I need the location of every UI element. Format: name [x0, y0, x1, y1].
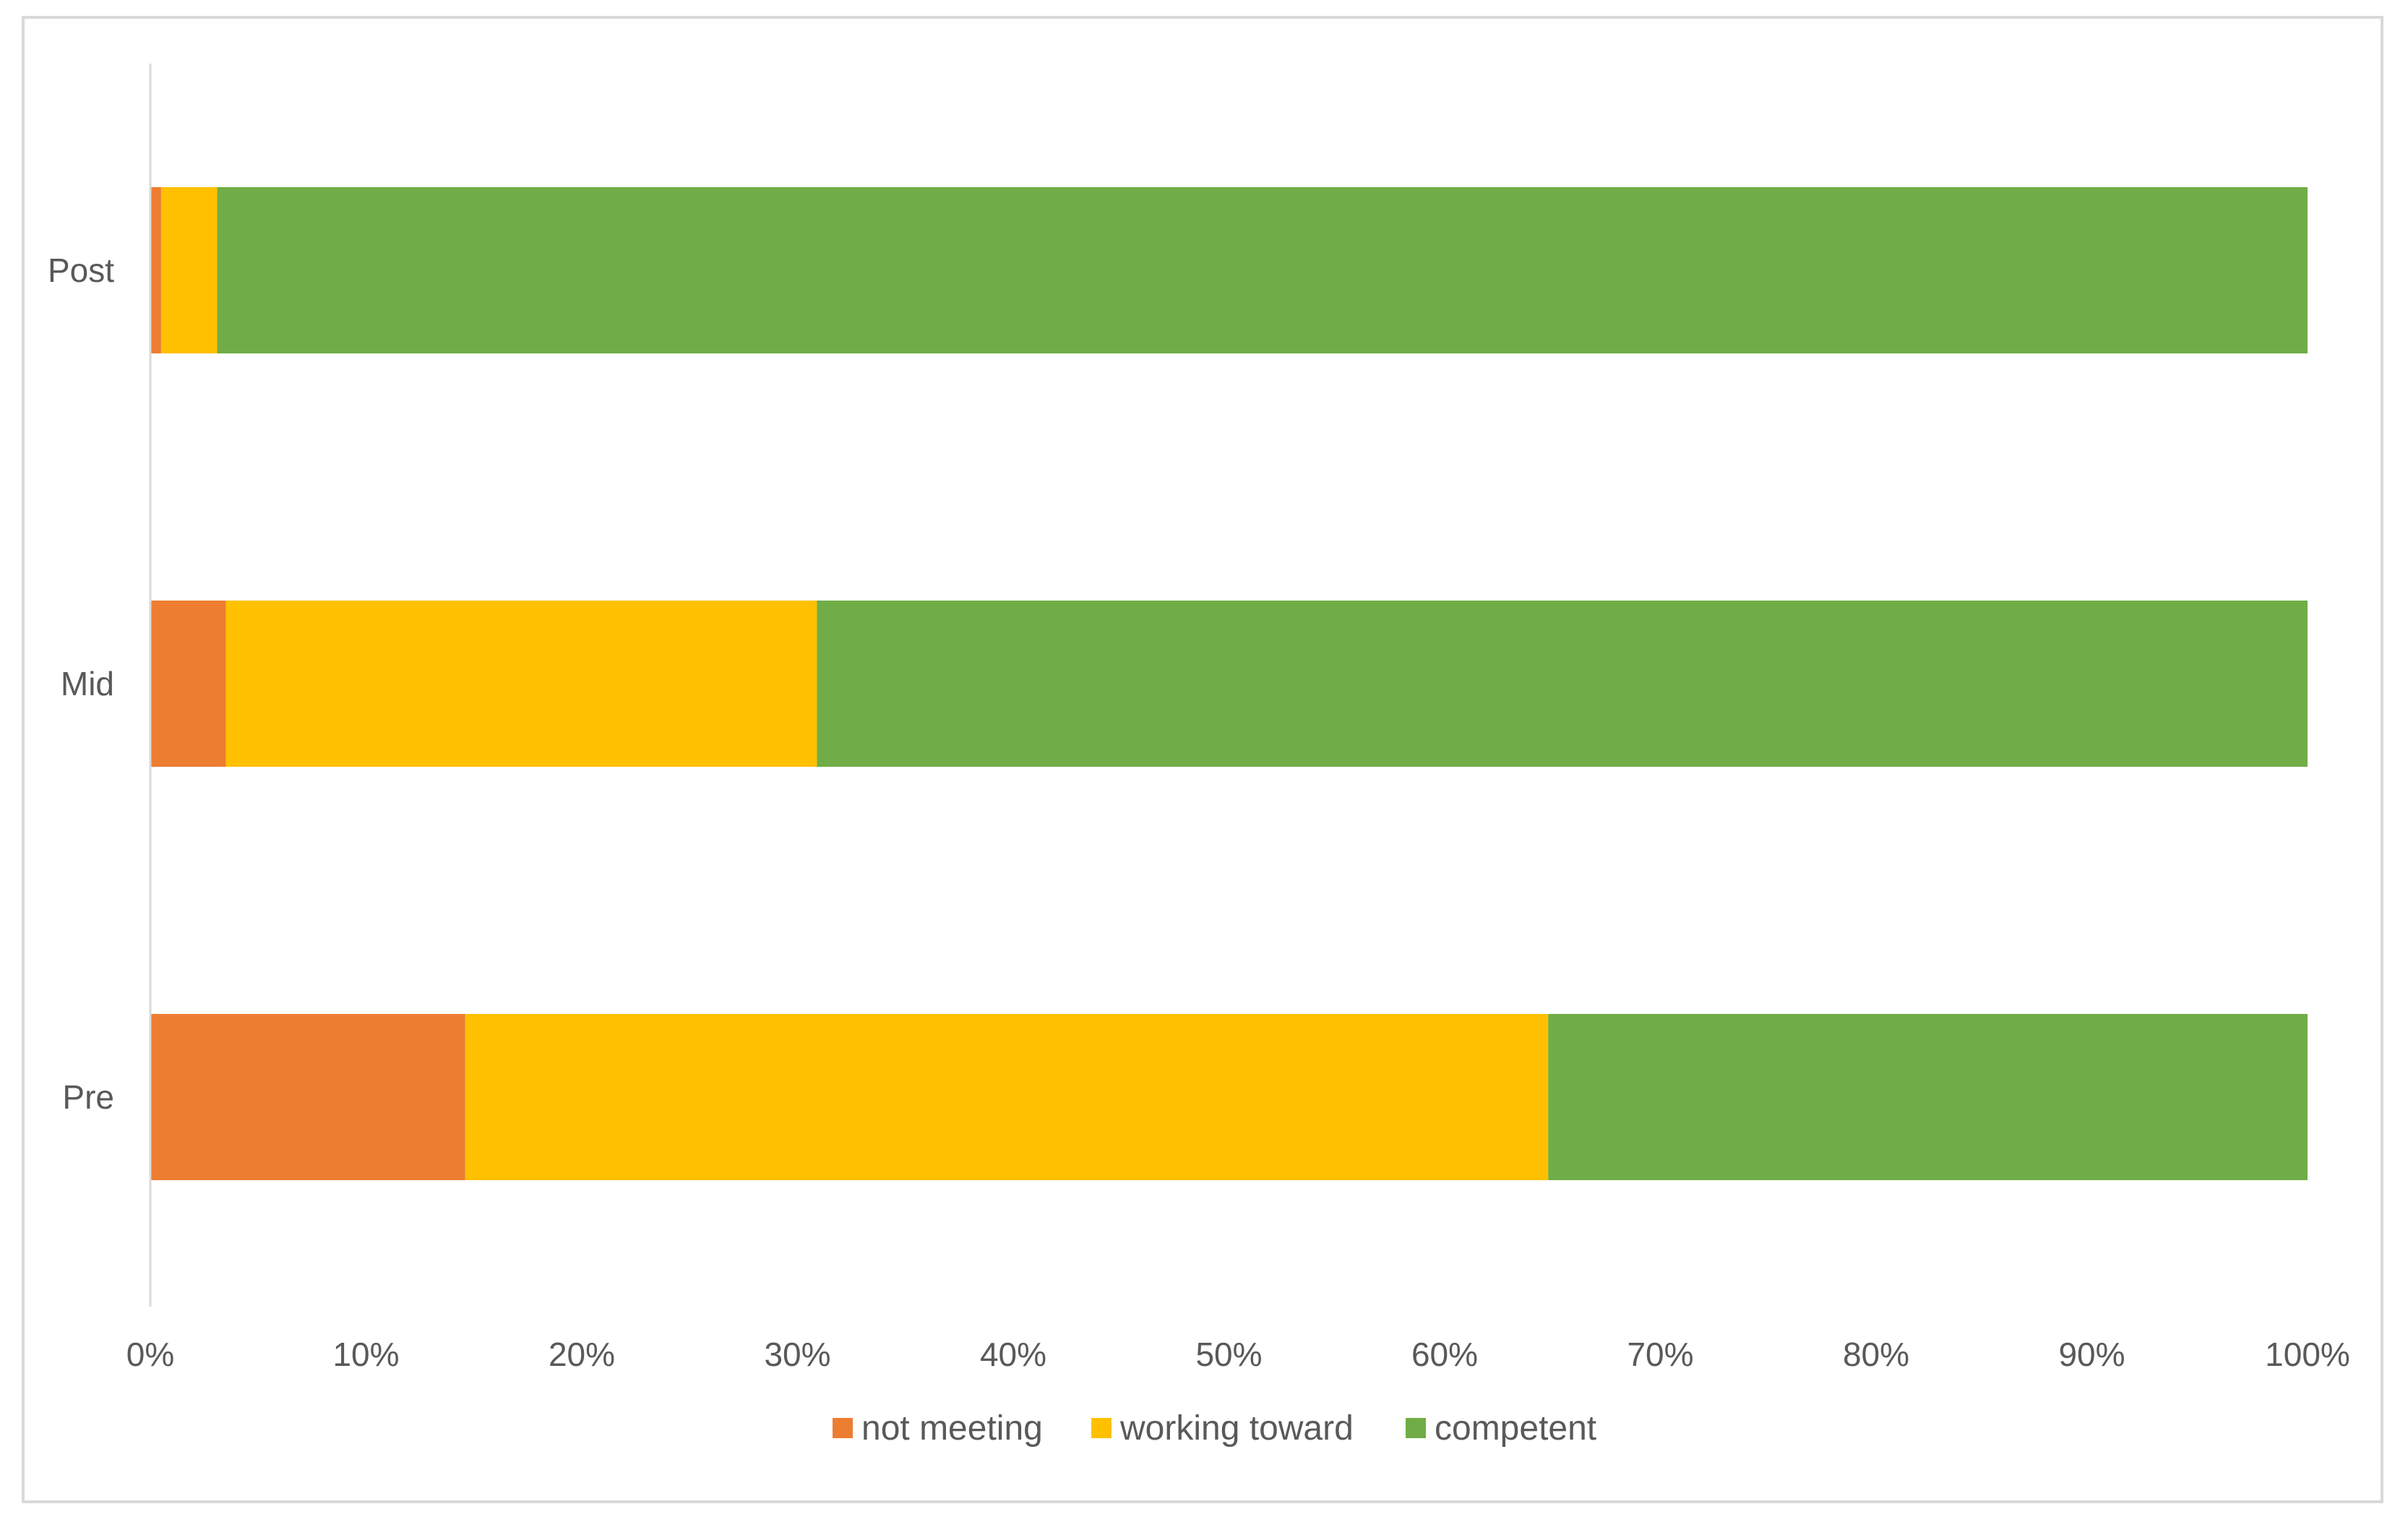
x-tick-label: 70% — [1627, 1336, 1693, 1373]
bar-mid-competent — [817, 601, 2308, 767]
bar-pre-working-toward — [465, 1014, 1549, 1180]
legend-label-not-meeting: not meeting — [861, 1409, 1043, 1448]
bar-mid-not-meeting — [150, 601, 226, 767]
x-tick-label: 10% — [332, 1336, 399, 1373]
x-tick-label: 90% — [2058, 1336, 2125, 1373]
bar-post-not-meeting — [150, 187, 161, 353]
bar-pre-not-meeting — [150, 1014, 465, 1180]
legend-swatch-not-meeting — [833, 1418, 853, 1438]
x-tick-label: 40% — [980, 1336, 1046, 1373]
x-tick-label: 0% — [126, 1336, 174, 1373]
legend-swatch-working-toward — [1091, 1418, 1111, 1438]
x-tick-label: 80% — [1843, 1336, 1909, 1373]
x-tick-label: 20% — [549, 1336, 615, 1373]
x-tick-label: 30% — [764, 1336, 830, 1373]
bar-post-working-toward — [160, 187, 218, 353]
bars-layer — [150, 187, 2308, 1180]
bar-pre-competent — [1548, 1014, 2308, 1180]
x-tick-label: 100% — [2265, 1336, 2350, 1373]
bar-mid-working-toward — [225, 601, 817, 767]
legend-label-competent: competent — [1435, 1409, 1596, 1448]
x-tick-label: 60% — [1411, 1336, 1478, 1373]
x-tick-label: 50% — [1195, 1336, 1262, 1373]
y-axis-labels: Post Mid Pre — [48, 251, 114, 1116]
x-axis-labels: 0% 10% 20% 30% 40% 50% 60% 70% 80% 90% 100% — [126, 1336, 2350, 1373]
bar-post-competent — [217, 187, 2308, 353]
legend-label-working-toward: working toward — [1119, 1409, 1354, 1448]
y-tick-label: Post — [48, 251, 114, 289]
y-tick-label: Mid — [61, 665, 114, 702]
y-tick-label: Pre — [62, 1078, 114, 1116]
legend-swatch-competent — [1406, 1418, 1426, 1438]
legend: not meeting working toward competent — [833, 1409, 1596, 1448]
